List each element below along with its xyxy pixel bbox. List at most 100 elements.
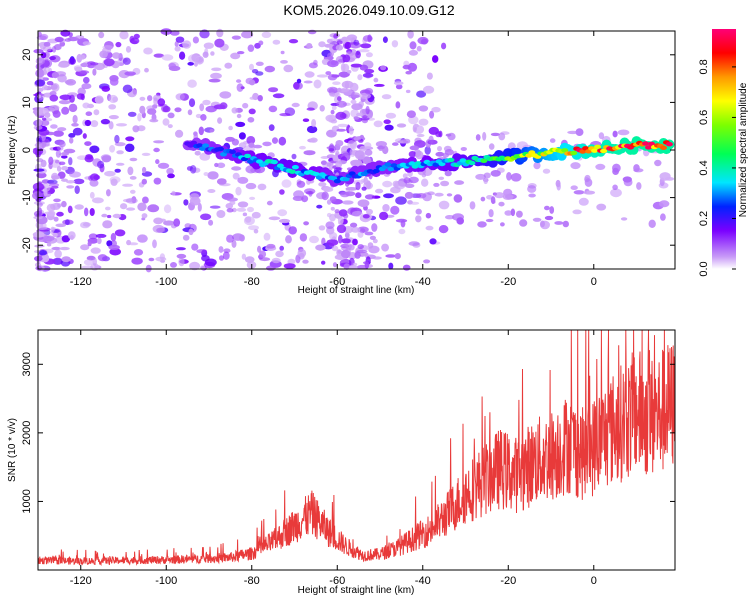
spectrogram-speckle [456, 217, 465, 225]
spectrogram-speckle [94, 95, 104, 104]
snr-panel: -120 -100 -80 -60 -40 -20 0 1000 2000 3000 Heigh… [7, 329, 676, 596]
spectrogram-ridge-core [525, 153, 533, 158]
spectrogram-speckle [404, 191, 414, 199]
spectrogram-speckle [327, 86, 339, 94]
spectrogram-speckle [337, 87, 342, 93]
spectrogram-speckle [142, 166, 147, 174]
spectrogram-speckle [348, 126, 354, 135]
y-tick-label: 10 [21, 96, 33, 108]
spectrogram-speckle [279, 245, 285, 251]
spectrogram-speckle [101, 155, 112, 163]
spectrogram-speckle [108, 244, 120, 250]
spectrogram-speckle [296, 78, 302, 84]
spectrogram-speckle [255, 61, 264, 66]
spectrogram-speckle [248, 142, 255, 148]
spectrogram-speckle [396, 123, 407, 128]
spectrogram-ridge-core [480, 158, 488, 163]
spectrogram-speckle [299, 145, 306, 150]
spectrogram-speckle [416, 133, 425, 138]
spectrogram-ridge-core [459, 158, 467, 163]
spectrogram-speckle [357, 231, 364, 238]
spectrogram-speckle [279, 189, 285, 195]
spectrogram-speckle [170, 262, 177, 268]
spectrogram-speckle [357, 74, 363, 81]
spectrogram-speckle [182, 40, 192, 49]
spectrogram-speckle [446, 193, 453, 197]
spectrogram-speckle [336, 40, 343, 45]
spectrogram-speckle [101, 85, 111, 92]
spectrogram-speckle [161, 54, 174, 61]
spectrogram-speckle [51, 72, 60, 79]
spectrogram-speckle [132, 125, 140, 133]
spectrogram-speckle [324, 43, 334, 48]
spectrogram-speckle [49, 56, 56, 61]
spectrogram-speckle [596, 203, 607, 211]
spectrogram-speckle [262, 141, 272, 147]
spectrogram-speckle [249, 63, 254, 71]
spectrogram-speckle [288, 226, 298, 235]
spectrogram-speckle [434, 192, 444, 197]
spectrogram-speckle [408, 49, 418, 56]
spectrogram-speckle [109, 176, 121, 184]
spectrogram-ridge-core [384, 162, 392, 167]
spectrogram-speckle [105, 206, 111, 211]
spectrogram-speckle [494, 192, 505, 199]
colorbar-tick-label: 0.0 [698, 261, 710, 276]
spectrogram-speckle [36, 172, 47, 179]
spectrogram-speckle [109, 75, 119, 82]
spectrogram-speckle [41, 117, 47, 121]
spectrogram-speckle [303, 80, 313, 84]
spectrogram-speckle [633, 168, 644, 173]
spectrogram-speckle [405, 70, 413, 75]
spectrogram-speckle [175, 247, 186, 251]
spectrogram-speckle [441, 42, 447, 50]
spectrogram-speckle [345, 187, 358, 191]
spectrogram-speckle [106, 214, 112, 219]
spectrogram-speckle [71, 123, 79, 127]
spectrogram-speckle [68, 157, 73, 166]
spectrogram-speckle [334, 209, 340, 214]
spectrogram-speckle [480, 196, 486, 202]
spectrogram-speckle [144, 67, 149, 73]
spectrogram-speckle [188, 98, 196, 108]
snr-y-ticks: 1000 2000 3000 [21, 352, 675, 514]
spectrogram-speckle [320, 160, 327, 165]
spectrogram-speckle [248, 108, 256, 115]
spectrogram-speckle [409, 145, 420, 151]
colorbar-tick-label: 0.8 [698, 59, 710, 74]
spectrogram-speckle [168, 65, 181, 71]
spectrogram-ridge-core [645, 145, 652, 150]
spectrogram-speckle [415, 208, 422, 215]
spectrogram-speckle [498, 132, 506, 141]
spectrogram-speckle [48, 156, 54, 165]
spectrogram-speckle [124, 143, 135, 152]
spectrogram-speckle [87, 241, 92, 247]
spectrogram-speckle [82, 133, 87, 139]
spectrogram-speckle [56, 211, 64, 217]
spectrogram-speckle [342, 200, 354, 205]
spectrogram-speckle [202, 99, 211, 106]
spectrogram-speckle [648, 219, 656, 228]
spectrogram-speckle [61, 151, 69, 156]
spectrogram-speckle [533, 161, 541, 170]
spectrogram-ridge-core [665, 142, 673, 147]
spectrogram-speckle [157, 162, 170, 169]
spectrogram-speckle [196, 249, 208, 254]
spectrogram-speckle [219, 91, 232, 99]
spectrogram-speckle [219, 255, 224, 261]
spectrogram-speckle [231, 35, 241, 40]
spectrogram-speckle [352, 262, 358, 267]
spectrogram-speckle [384, 124, 394, 131]
spectrogram-speckle [554, 221, 564, 225]
spectrogram-speckle [658, 200, 670, 208]
spectrogram-speckle [367, 242, 374, 249]
spectrogram-speckle [141, 213, 148, 219]
spectrogram-speckle [108, 121, 114, 130]
spectrogram-speckle [55, 149, 62, 158]
x-tick-label: -20 [500, 276, 516, 288]
spectrogram-speckle [402, 173, 408, 179]
spectrogram-ridge-core [288, 169, 296, 174]
spectrogram-speckle [424, 146, 431, 155]
spectrogram-speckle [108, 104, 117, 110]
spectrogram-speckle [61, 256, 71, 263]
